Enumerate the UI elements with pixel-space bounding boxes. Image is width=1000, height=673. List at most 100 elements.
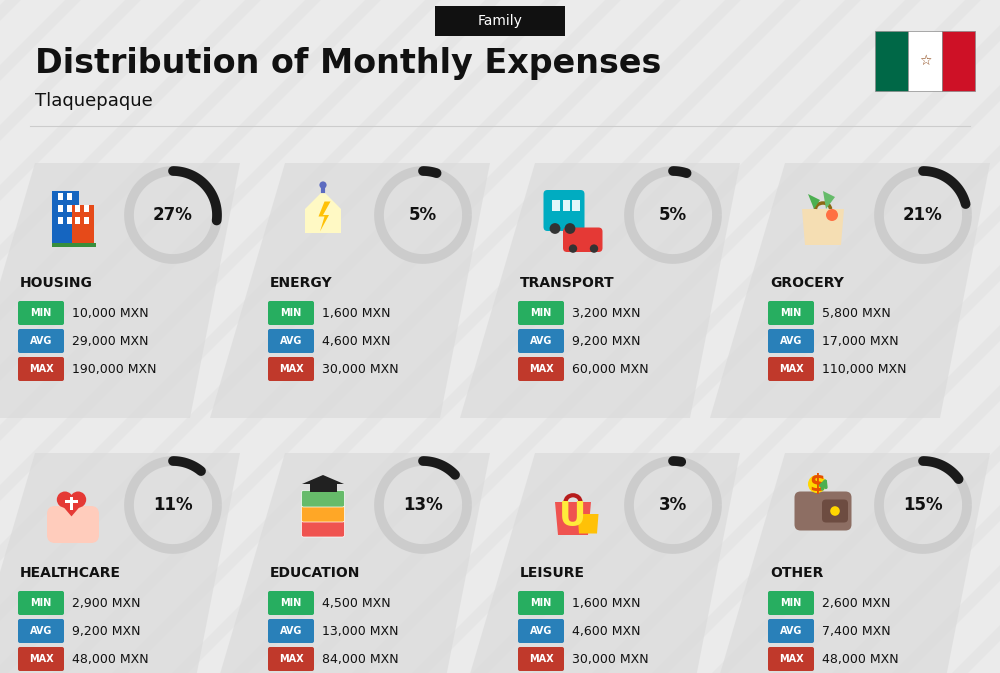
- Text: 21%: 21%: [903, 206, 943, 224]
- Text: MAX: MAX: [29, 364, 53, 374]
- Text: 4,600 MXN: 4,600 MXN: [572, 625, 640, 637]
- Bar: [58, 217, 63, 224]
- Text: 9,200 MXN: 9,200 MXN: [572, 334, 640, 347]
- FancyBboxPatch shape: [795, 491, 852, 530]
- Circle shape: [57, 491, 73, 507]
- FancyBboxPatch shape: [18, 647, 64, 671]
- FancyBboxPatch shape: [822, 499, 848, 522]
- Text: AVG: AVG: [280, 336, 302, 346]
- Polygon shape: [460, 163, 740, 418]
- Text: 13%: 13%: [403, 496, 443, 514]
- Bar: [67, 205, 72, 212]
- FancyBboxPatch shape: [768, 619, 814, 643]
- Text: 48,000 MXN: 48,000 MXN: [822, 653, 899, 666]
- Polygon shape: [0, 163, 240, 418]
- Circle shape: [590, 244, 598, 253]
- Text: AVG: AVG: [780, 336, 802, 346]
- Text: HEALTHCARE: HEALTHCARE: [20, 566, 121, 580]
- Text: MIN: MIN: [280, 598, 302, 608]
- Text: 4,500 MXN: 4,500 MXN: [322, 596, 391, 610]
- FancyBboxPatch shape: [768, 329, 814, 353]
- FancyBboxPatch shape: [518, 619, 564, 643]
- Text: AVG: AVG: [30, 626, 52, 636]
- Text: MAX: MAX: [279, 364, 303, 374]
- Text: 13,000 MXN: 13,000 MXN: [322, 625, 398, 637]
- Text: 110,000 MXN: 110,000 MXN: [822, 363, 907, 376]
- FancyBboxPatch shape: [518, 329, 564, 353]
- Text: 30,000 MXN: 30,000 MXN: [322, 363, 399, 376]
- Text: 84,000 MXN: 84,000 MXN: [322, 653, 399, 666]
- Text: MIN: MIN: [780, 598, 802, 608]
- FancyBboxPatch shape: [302, 491, 344, 507]
- Polygon shape: [555, 502, 591, 535]
- Text: AVG: AVG: [30, 336, 52, 346]
- Bar: [562, 200, 570, 211]
- Text: AVG: AVG: [530, 626, 552, 636]
- Circle shape: [70, 491, 86, 507]
- Text: 4,600 MXN: 4,600 MXN: [322, 334, 390, 347]
- Bar: [572, 200, 580, 211]
- FancyBboxPatch shape: [268, 357, 314, 381]
- Bar: [908, 31, 942, 91]
- Polygon shape: [305, 191, 341, 233]
- FancyBboxPatch shape: [518, 591, 564, 615]
- Circle shape: [808, 475, 826, 493]
- Bar: [74, 217, 80, 224]
- FancyBboxPatch shape: [18, 301, 64, 325]
- FancyBboxPatch shape: [518, 301, 564, 325]
- FancyBboxPatch shape: [268, 647, 314, 671]
- Text: OTHER: OTHER: [770, 566, 823, 580]
- Text: 1,600 MXN: 1,600 MXN: [322, 306, 390, 320]
- Bar: [552, 200, 560, 211]
- Polygon shape: [710, 453, 990, 673]
- FancyBboxPatch shape: [768, 301, 814, 325]
- FancyBboxPatch shape: [435, 6, 565, 36]
- Text: Family: Family: [478, 14, 522, 28]
- Polygon shape: [823, 191, 835, 209]
- Text: 30,000 MXN: 30,000 MXN: [572, 653, 649, 666]
- Polygon shape: [318, 201, 330, 232]
- Text: 7,400 MXN: 7,400 MXN: [822, 625, 891, 637]
- Text: 60,000 MXN: 60,000 MXN: [572, 363, 649, 376]
- Polygon shape: [57, 499, 86, 516]
- FancyBboxPatch shape: [268, 329, 314, 353]
- Text: 3,200 MXN: 3,200 MXN: [572, 306, 640, 320]
- FancyBboxPatch shape: [518, 647, 564, 671]
- Text: MAX: MAX: [779, 654, 803, 664]
- FancyBboxPatch shape: [18, 329, 64, 353]
- Text: 5%: 5%: [659, 206, 687, 224]
- Text: 10,000 MXN: 10,000 MXN: [72, 306, 149, 320]
- Text: MIN: MIN: [30, 598, 52, 608]
- Bar: [942, 31, 975, 91]
- Text: AVG: AVG: [780, 626, 802, 636]
- Circle shape: [569, 244, 577, 253]
- Bar: [58, 205, 63, 212]
- Text: 48,000 MXN: 48,000 MXN: [72, 653, 149, 666]
- Circle shape: [830, 506, 840, 516]
- Circle shape: [550, 223, 560, 234]
- FancyBboxPatch shape: [768, 647, 814, 671]
- Bar: [67, 193, 72, 200]
- Text: EDUCATION: EDUCATION: [270, 566, 360, 580]
- FancyBboxPatch shape: [302, 505, 344, 522]
- Text: $: $: [809, 472, 825, 495]
- Circle shape: [319, 182, 327, 188]
- Text: Distribution of Monthly Expenses: Distribution of Monthly Expenses: [35, 46, 661, 79]
- Polygon shape: [802, 209, 844, 245]
- Bar: [74, 205, 80, 212]
- Text: AVG: AVG: [530, 336, 552, 346]
- Text: U: U: [559, 501, 587, 534]
- FancyBboxPatch shape: [518, 357, 564, 381]
- FancyBboxPatch shape: [268, 591, 314, 615]
- Polygon shape: [710, 163, 990, 418]
- Polygon shape: [460, 453, 740, 673]
- FancyBboxPatch shape: [18, 591, 64, 615]
- Bar: [67, 217, 72, 224]
- Bar: [310, 484, 336, 491]
- Bar: [84, 205, 89, 212]
- Text: MAX: MAX: [279, 654, 303, 664]
- Text: 15%: 15%: [903, 496, 943, 514]
- Polygon shape: [210, 453, 490, 673]
- FancyBboxPatch shape: [563, 227, 602, 252]
- Polygon shape: [302, 475, 344, 484]
